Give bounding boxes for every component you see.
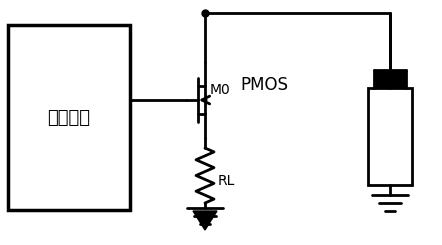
Text: PMOS: PMOS — [240, 76, 288, 94]
Bar — [8, 25, 130, 210]
Text: M0: M0 — [210, 83, 231, 97]
Text: RL: RL — [218, 173, 236, 187]
Bar — [368, 88, 412, 185]
Polygon shape — [193, 211, 217, 230]
Text: 驱动电路: 驱动电路 — [47, 109, 91, 126]
Bar — [374, 70, 406, 88]
